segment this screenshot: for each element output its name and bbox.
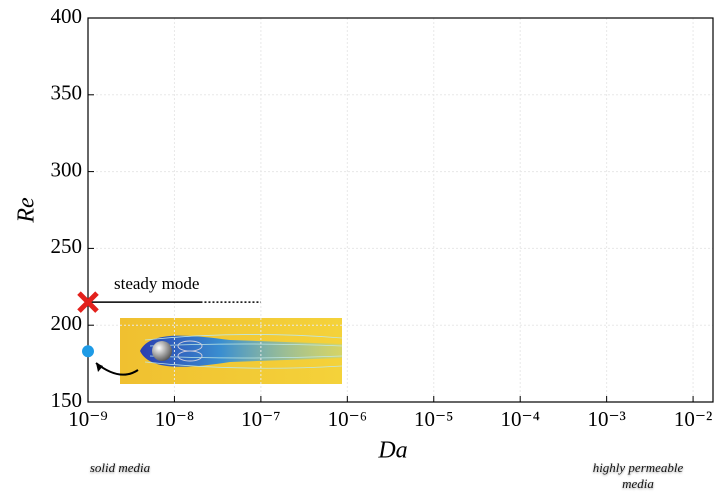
y-tick-label: 250 <box>51 234 83 258</box>
x-tick-label: 10⁻³ <box>587 407 625 431</box>
x-tick-label: 10⁻⁷ <box>241 407 280 431</box>
x-tick-label: 10⁻² <box>674 407 712 431</box>
x-tick-label: 10⁻⁸ <box>155 407 194 431</box>
y-tick-label: 350 <box>51 81 83 105</box>
plot-frame <box>87 17 714 403</box>
point <box>82 345 94 358</box>
point-stroke <box>77 291 99 313</box>
inset-image <box>120 318 343 384</box>
x-tick-label: 10⁻⁴ <box>500 407 539 431</box>
x-tick-label: 10⁻⁹ <box>68 407 107 431</box>
x-tick-label: 10⁻⁶ <box>328 407 367 431</box>
point <box>77 291 99 313</box>
y-tick-label: 150 <box>51 388 83 412</box>
y-tick-label: 200 <box>51 311 83 335</box>
note: highly permeable media <box>592 460 684 491</box>
y-tick-label: 400 <box>51 4 83 28</box>
arrow-head <box>96 363 103 372</box>
y-tick-label: 300 <box>51 157 83 181</box>
x-tick-label: 10⁻⁵ <box>414 407 453 431</box>
annotation: steady mode <box>114 274 199 293</box>
y-axis-label: Re <box>14 197 40 224</box>
x-axis-label: Da <box>377 438 407 464</box>
note: solid media <box>89 460 151 475</box>
